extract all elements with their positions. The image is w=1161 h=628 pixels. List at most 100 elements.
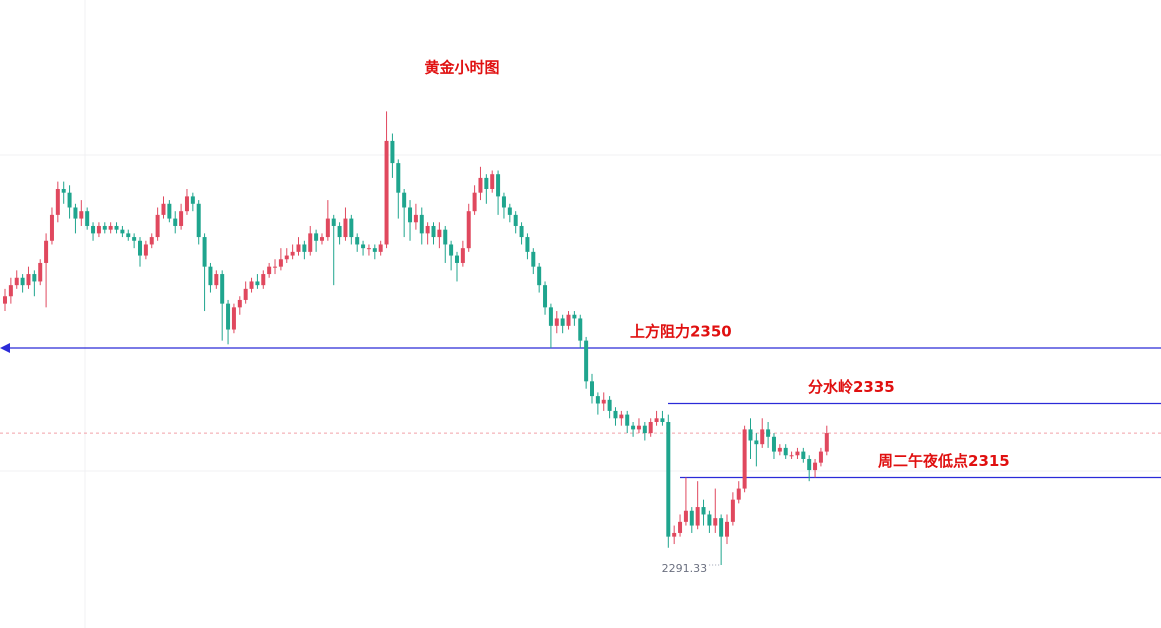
candle-body <box>478 177 483 193</box>
candle-body <box>736 488 741 500</box>
candle-body <box>719 518 724 537</box>
candle-body <box>443 229 448 245</box>
candle-body <box>149 237 154 245</box>
candle-body <box>378 244 383 252</box>
candle-body <box>766 429 771 437</box>
candle-body <box>143 244 148 256</box>
candle-body <box>425 225 430 234</box>
candle-body <box>349 218 354 238</box>
candle-body <box>390 140 395 164</box>
candle-body <box>126 233 131 238</box>
candle-body <box>290 251 295 256</box>
level-label: 上方阻力2350 <box>630 323 732 341</box>
candle-body <box>8 285 13 297</box>
candle-body <box>214 274 219 286</box>
candle-body <box>61 188 66 193</box>
candle-body <box>243 288 248 300</box>
candle-body <box>67 192 72 208</box>
level-label: 周二午夜低点2315 <box>878 452 1010 470</box>
candle-body <box>813 462 818 471</box>
candle-body <box>120 229 125 234</box>
candle-body <box>249 281 254 289</box>
level-arrow <box>0 343 10 354</box>
candle-body <box>402 192 407 208</box>
candle-body <box>531 251 536 267</box>
candle-body <box>132 237 137 241</box>
candle-body <box>513 214 518 226</box>
candle-body <box>114 225 119 230</box>
candle-body <box>73 207 78 219</box>
candle-body <box>496 174 501 197</box>
candle-body <box>560 318 565 326</box>
candle-body <box>26 274 31 286</box>
candle-body <box>707 514 712 526</box>
candle-body <box>179 211 184 226</box>
candle-body <box>437 229 442 238</box>
candle-body <box>713 518 718 526</box>
candle-body <box>102 225 107 230</box>
candle-body <box>361 244 366 249</box>
candle-body <box>631 425 636 430</box>
candle-body <box>314 233 319 241</box>
candle-body <box>730 499 735 522</box>
candle-body <box>689 510 694 526</box>
candle-body <box>237 299 242 308</box>
candle-body <box>543 285 548 308</box>
candle-body <box>91 225 96 234</box>
candle-body <box>20 277 25 286</box>
candle-body <box>96 225 101 234</box>
candle-body <box>202 237 207 267</box>
candle-body <box>672 532 677 537</box>
candle-body <box>824 433 829 452</box>
candle-body <box>601 399 606 404</box>
candle-body <box>138 240 143 256</box>
candle-body <box>460 248 465 263</box>
candle-body <box>3 296 7 304</box>
candle-body <box>472 192 477 212</box>
candle-body <box>325 218 330 238</box>
candle-body <box>537 266 542 286</box>
candle-body <box>226 303 231 330</box>
candle-body <box>337 225 342 238</box>
candle-body <box>231 307 236 330</box>
candle-body <box>49 214 54 241</box>
candle-body <box>343 218 348 238</box>
candle-body <box>208 266 213 286</box>
candle-body <box>584 340 589 382</box>
candle-body <box>267 266 272 275</box>
candle-body <box>607 399 612 411</box>
candle-body <box>319 237 324 241</box>
candle-body <box>818 451 823 463</box>
candle-body <box>261 274 266 286</box>
candle-body <box>595 396 600 404</box>
candle-body <box>284 255 289 260</box>
candle-body <box>484 177 489 189</box>
candle-body <box>654 418 659 422</box>
candle-body <box>501 196 506 208</box>
candle-body <box>408 207 413 223</box>
candle-body <box>701 507 706 515</box>
candle-body <box>431 225 436 238</box>
candle-body <box>419 214 424 234</box>
candle-body <box>683 510 688 522</box>
candle-body <box>14 277 19 286</box>
candle-body <box>760 429 765 445</box>
candle-body <box>296 244 301 252</box>
candle-body <box>184 196 189 212</box>
candle-body <box>79 211 84 219</box>
candle-body <box>44 240 49 263</box>
candle-body <box>590 381 594 397</box>
candle-body <box>807 458 812 471</box>
candle-body <box>273 266 278 268</box>
candle-body <box>789 455 794 457</box>
candle-body <box>161 203 166 215</box>
candle-body <box>196 203 201 238</box>
candle-body <box>613 410 618 419</box>
candle-body <box>554 318 559 326</box>
candle-body <box>801 451 806 459</box>
low-label: 2291.33 <box>662 562 708 575</box>
candle-body <box>795 451 800 456</box>
candle-body <box>771 436 776 452</box>
candle-body <box>754 440 759 445</box>
